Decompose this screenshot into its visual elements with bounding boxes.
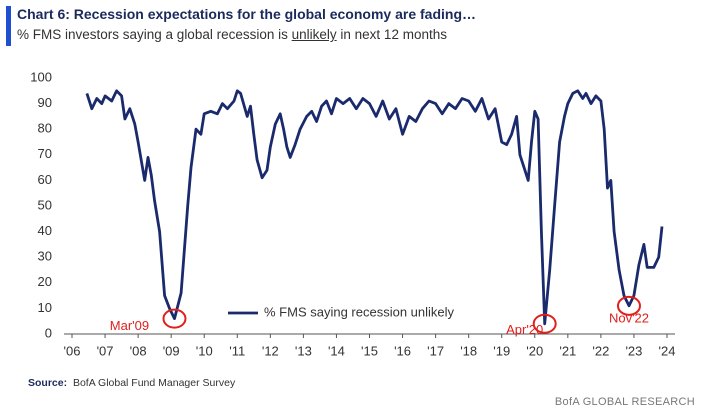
subtitle-emphasis: unlikely: [291, 27, 337, 42]
x-tick-label: '07: [97, 343, 114, 358]
y-tick-label: 90: [38, 95, 52, 110]
x-tick-label: '20: [526, 343, 543, 358]
y-tick-label: 60: [38, 172, 52, 187]
source-label: Source:: [28, 377, 68, 389]
x-tick-label: '16: [394, 343, 411, 358]
y-tick-label: 20: [38, 274, 52, 289]
annotation-label: Mar'09: [110, 318, 149, 333]
chart-subtitle: % FMS investors saying a global recessio…: [17, 27, 447, 42]
x-tick-label: '19: [493, 343, 510, 358]
title-accent: [6, 6, 11, 46]
subtitle-part: % FMS investors saying a global recessio…: [17, 27, 292, 42]
y-tick-label: 40: [38, 223, 52, 238]
x-tick-label: '24: [659, 343, 676, 358]
subtitle-part: in next 12 months: [336, 27, 447, 42]
y-tick-label: 50: [38, 197, 52, 212]
x-tick-label: '11: [229, 343, 245, 358]
x-tick-label: '12: [262, 343, 279, 358]
x-tick-label: '06: [64, 343, 81, 358]
series-line: [85, 89, 664, 326]
x-tick-label: '14: [328, 343, 345, 358]
chart-title: Chart 6: Recession expectations for the …: [17, 6, 476, 22]
source-text: BofA Global Fund Manager Survey: [72, 377, 236, 389]
annotation-circle: [532, 313, 557, 334]
x-tick-label: '21: [559, 343, 576, 358]
y-tick-label: 100: [30, 69, 52, 84]
x-tick-label: '18: [460, 343, 477, 358]
x-tick-label: '10: [196, 343, 213, 358]
y-tick-label: 80: [38, 121, 52, 136]
x-tick-label: '15: [361, 343, 378, 358]
annotation-label: Apr'20: [506, 322, 543, 337]
annotation-circle: [616, 295, 641, 316]
x-tick-label: '23: [625, 343, 642, 358]
y-tick-label: 30: [38, 249, 52, 264]
x-tick-label: '17: [427, 343, 444, 358]
x-tick-label: '08: [130, 343, 147, 358]
annotation-circle: [162, 308, 187, 329]
y-tick-label: 70: [38, 146, 52, 161]
y-tick-label: 0: [45, 325, 52, 340]
x-tick-label: '13: [295, 343, 312, 358]
y-tick-label: 10: [38, 300, 52, 315]
annotation-label: Nov'22: [609, 310, 649, 325]
footer: BofA GLOBAL RESEARCH: [554, 396, 695, 408]
source: Source: BofA Global Fund Manager Survey: [28, 377, 235, 389]
x-tick-label: '09: [163, 343, 180, 358]
legend-label: % FMS saying recession unlikely: [264, 304, 455, 319]
x-tick-label: '22: [592, 343, 609, 358]
